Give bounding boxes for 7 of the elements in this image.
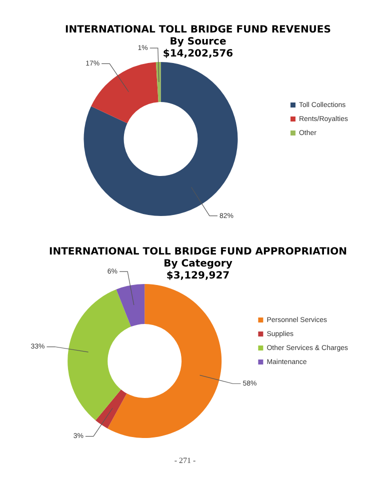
chart-title: INTERNATIONAL TOLL BRIDGE FUND REVENUES <box>65 24 331 36</box>
chart-subtitle: By Source <box>170 36 226 48</box>
text: - 271 - <box>173 456 197 465</box>
chart-subtitle: By Category <box>164 258 233 270</box>
chart-title: INTERNATIONAL TOLL BRIDGE FUND APPROPRIATION <box>48 246 348 258</box>
text: $14,202,576 <box>162 48 234 60</box>
text: $3,129,927 <box>166 270 230 282</box>
